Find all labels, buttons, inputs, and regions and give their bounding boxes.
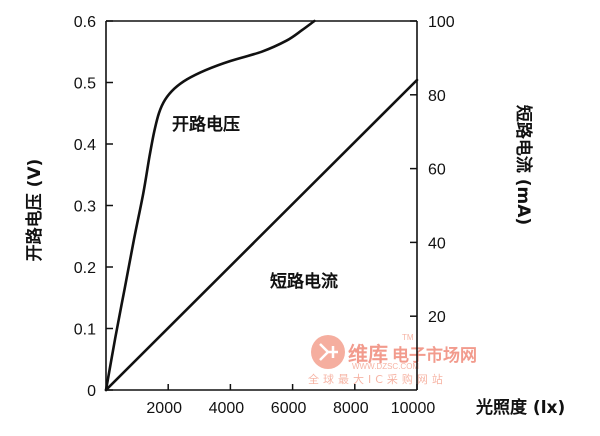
bottom-tick-label: 8000 [333, 400, 369, 417]
series-label-open-circuit-voltage: 开路电压 [172, 114, 240, 135]
right-tick-label: 100 [428, 14, 455, 31]
left-axis-title: 开路电压 (V) [24, 159, 45, 262]
bottom-ticks: 2000 4000 6000 8000 10000 [146, 384, 435, 417]
right-axis-title: 短路电流 (mA) [513, 105, 534, 225]
series-layer [104, 19, 419, 392]
right-tick-label: 40 [428, 235, 446, 252]
watermark: 维库 电子市场网 TM WWW.DZSC.COM 全球最大IC采购网站 [308, 333, 477, 386]
bottom-tick-label: 2000 [146, 400, 182, 417]
watermark-tm: TM [402, 333, 414, 342]
watermark-url: WWW.DZSC.COM [352, 362, 419, 371]
left-tick-label: 0.3 [74, 199, 96, 216]
series-label-short-circuit-current: 短路电流 [270, 271, 338, 292]
left-tick-label: 0.4 [74, 137, 96, 154]
right-ticks: 20 40 60 80 100 [410, 14, 455, 326]
bottom-axis-title: 光照度 (lx) [475, 397, 565, 418]
watermark-tagline: 全球最大IC采购网站 [308, 372, 447, 386]
left-tick-label: 0.6 [74, 14, 96, 31]
left-tick-label: 0 [87, 383, 96, 400]
right-tick-label: 60 [428, 162, 446, 179]
series-line-short-circuit-current [104, 78, 419, 392]
series-line-open-circuit-voltage [104, 19, 316, 392]
bottom-tick-label: 4000 [209, 400, 245, 417]
left-tick-label: 0.1 [74, 322, 96, 339]
bottom-tick-label: 6000 [271, 400, 307, 417]
watermark-logo-icon [311, 335, 345, 369]
right-tick-label: 20 [428, 309, 446, 326]
right-tick-label: 80 [428, 88, 446, 105]
bottom-tick-label: 10000 [391, 400, 436, 417]
left-tick-label: 0.5 [74, 76, 96, 93]
left-tick-label: 0.2 [74, 260, 96, 277]
axes [105, 20, 418, 391]
watermark-brand: 维库 [348, 342, 388, 366]
watermark-brand-rest: 电子市场网 [392, 345, 477, 366]
left-ticks: 0 0.1 0.2 0.3 0.4 0.5 0.6 [74, 14, 113, 400]
